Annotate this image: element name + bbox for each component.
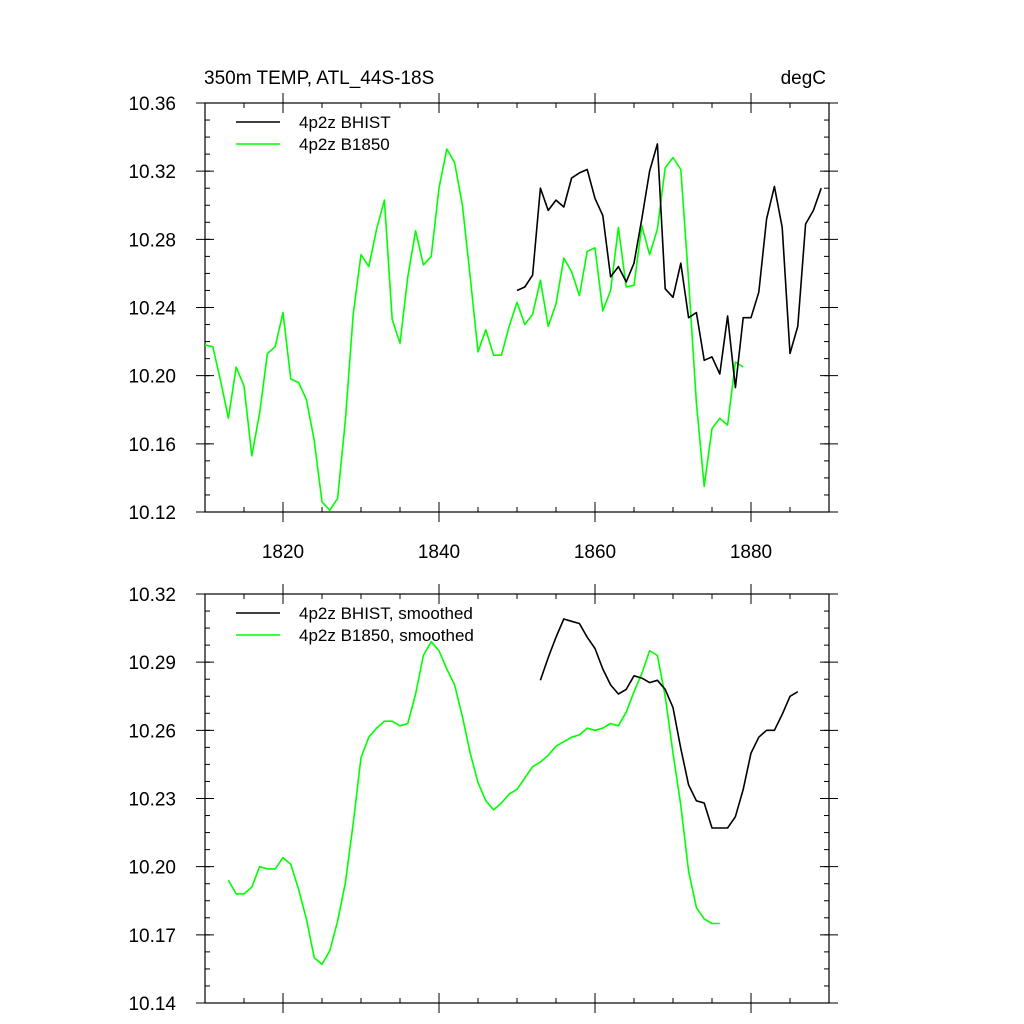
y-tick-label: 10.29 [128,653,176,674]
y-tick-label: 10.32 [128,162,176,183]
plot-frame [204,102,830,513]
y-tick-label: 10.32 [128,585,176,606]
y-tick-label: 10.26 [128,721,176,742]
y-tick-label: 10.20 [128,367,176,388]
legend-label: 4p2z BHIST [299,113,391,132]
y-tick-label: 10.28 [128,230,176,251]
y-tick-label: 10.17 [128,926,176,947]
y-tick-label: 10.14 [128,994,176,1015]
legend-label: 4p2z B1850 [299,135,390,154]
y-tick-label: 10.20 [128,858,176,879]
y-tick-label: 10.23 [128,790,176,811]
series-line-4p2z-bhist [516,143,822,389]
legend-label: 4p2z B1850, smoothed [299,626,474,645]
bottom-panel: 10.14 10.17 10.20 10.23 10.26 10.29 10.32 4p2z … [128,584,838,1015]
series-line-4p2z-b1850 [204,148,744,512]
y-tick-label: 10.16 [128,435,176,456]
x-tick-label: 1860 [574,542,616,563]
y-tick-label: 10.36 [128,94,176,115]
y-tick-label: 10.24 [128,299,176,320]
series-line-4p2z-bhist-smoothed [539,618,799,829]
x-tick-label: 1820 [262,542,304,563]
top-panel: 350m TEMP, ATL_44S-18S degC 1820 1840 1860… [128,68,838,563]
series-line-4p2z-b1850-smoothed [227,640,720,966]
legend-label: 4p2z BHIST, smoothed [299,604,473,623]
y-tick-label: 10.12 [128,503,176,524]
panel-title: 350m TEMP, ATL_44S-18S [204,68,434,89]
plot-frame [204,593,830,1004]
x-tick-label: 1840 [418,542,460,563]
x-tick-label: 1880 [730,542,772,563]
units-label: degC [781,68,826,89]
